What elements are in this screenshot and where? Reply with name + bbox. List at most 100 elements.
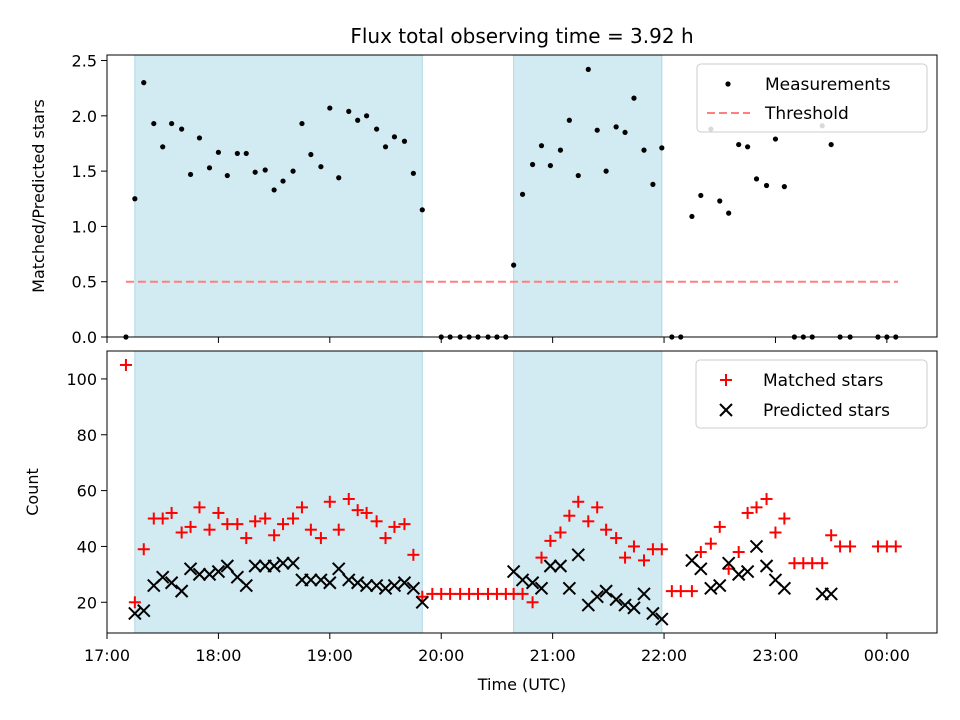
legend-predicted-label: Predicted stars [763, 401, 890, 421]
legend-threshold-label: Threshold [764, 104, 849, 124]
measurement-point [763, 182, 770, 189]
matched-point [619, 551, 632, 564]
matched-point [416, 590, 429, 603]
measurement-point [401, 138, 408, 144]
measurement-point [336, 175, 342, 181]
top-y-ticks: 0.0 0.5 1.0 1.5 2.0 2.5 [72, 52, 107, 347]
predicted-point [359, 578, 374, 593]
matched-point [212, 506, 225, 519]
matched-point [370, 515, 383, 528]
predicted-point [174, 584, 189, 598]
predicted-point [248, 559, 262, 573]
measurement-point [631, 95, 637, 101]
measurement-point [234, 150, 240, 157]
measurement-point [160, 144, 166, 150]
measurement-point [243, 150, 249, 157]
predicted-point [590, 589, 604, 604]
top-y-axis-label: Matched/Predicted stars [29, 99, 48, 293]
predicted-point [646, 606, 660, 621]
predicted-point [267, 559, 281, 573]
predicted-point [627, 601, 641, 615]
predicted-point [183, 562, 198, 576]
bottom-panel: 20 40 60 80 100 17:00 18:00 19:00 20:00 21:00 22:… [23, 350, 938, 694]
matched-point [323, 495, 336, 508]
predicted-point [777, 581, 792, 596]
predicted-points [128, 539, 838, 626]
matched-point [769, 526, 782, 539]
predicted-point [721, 556, 736, 570]
measurement-point [363, 113, 370, 119]
measurement-point [391, 134, 398, 140]
matched-point [119, 358, 132, 371]
y-tick-label: 100 [66, 370, 97, 389]
measurement-point [262, 167, 268, 173]
predicted-point [618, 598, 632, 612]
matched-point [685, 585, 698, 598]
measurement-point [717, 198, 723, 204]
x-axis-label: Time (UTC) [477, 675, 566, 694]
matched-point [732, 546, 745, 559]
legend-measurements-label: Measurements [765, 75, 891, 95]
matched-point [295, 501, 308, 514]
matched-point [128, 596, 141, 609]
bottom-axes-frame [106, 350, 938, 634]
predicted-point [609, 592, 623, 607]
matched-point [572, 495, 585, 508]
x-tick-label: 20:00 [418, 646, 464, 665]
measurement-point [566, 117, 572, 123]
matched-point [610, 532, 623, 545]
shaded-interval-0 [134, 54, 423, 338]
bottom-x-ticks: 17:00 18:00 19:00 20:00 21:00 22:00 23:00 00:00 [84, 633, 910, 665]
predicted-point [713, 578, 727, 593]
predicted-point [749, 539, 764, 554]
bottom-y-axis-label: Count [23, 468, 42, 516]
measurement-point [547, 162, 554, 169]
matched-point [713, 520, 726, 533]
predicted-point [286, 556, 300, 570]
measurement-point [141, 80, 147, 86]
matched-point [778, 512, 791, 525]
measurement-point [650, 181, 656, 187]
matched-point [526, 596, 539, 609]
predicted-point [562, 581, 577, 596]
y-tick-label: 2.0 [72, 107, 97, 126]
y-tick-label: 80 [77, 426, 97, 445]
y-tick-label: 60 [77, 482, 97, 501]
measurement-point [327, 105, 333, 111]
matched-point [834, 540, 847, 553]
measurement-point [196, 135, 203, 141]
matched-point [388, 520, 401, 533]
measurement-point [206, 165, 213, 171]
predicted-point [323, 576, 337, 590]
matched-point [516, 587, 529, 600]
legend-predicted-marker [719, 403, 733, 417]
measurement-point [346, 108, 352, 114]
legend-measurement-marker [725, 81, 731, 87]
x-tick-label: 18:00 [195, 646, 241, 665]
predicted-point [637, 587, 651, 601]
matched-point [314, 532, 327, 545]
predicted-point [655, 612, 669, 626]
predicted-point [406, 581, 421, 596]
matched-point [806, 557, 819, 570]
measurement-point [557, 147, 564, 153]
matched-point [342, 492, 355, 505]
predicted-point [694, 562, 708, 576]
matched-point [184, 520, 197, 533]
y-tick-label: 1.5 [72, 162, 97, 181]
measurement-point [187, 171, 194, 178]
matched-point [398, 518, 411, 531]
predicted-point [759, 559, 774, 573]
predicted-point [332, 562, 346, 576]
measurement-point [613, 124, 619, 130]
measurement-point [641, 147, 647, 153]
predicted-point [387, 578, 402, 593]
legend-matched-label: Matched stars [763, 371, 883, 391]
y-tick-label: 1.0 [72, 217, 97, 236]
matched-point [760, 492, 773, 505]
predicted-point [128, 606, 142, 621]
measurement-point [151, 120, 157, 127]
matched-point [674, 585, 687, 598]
matched-point [591, 501, 604, 514]
